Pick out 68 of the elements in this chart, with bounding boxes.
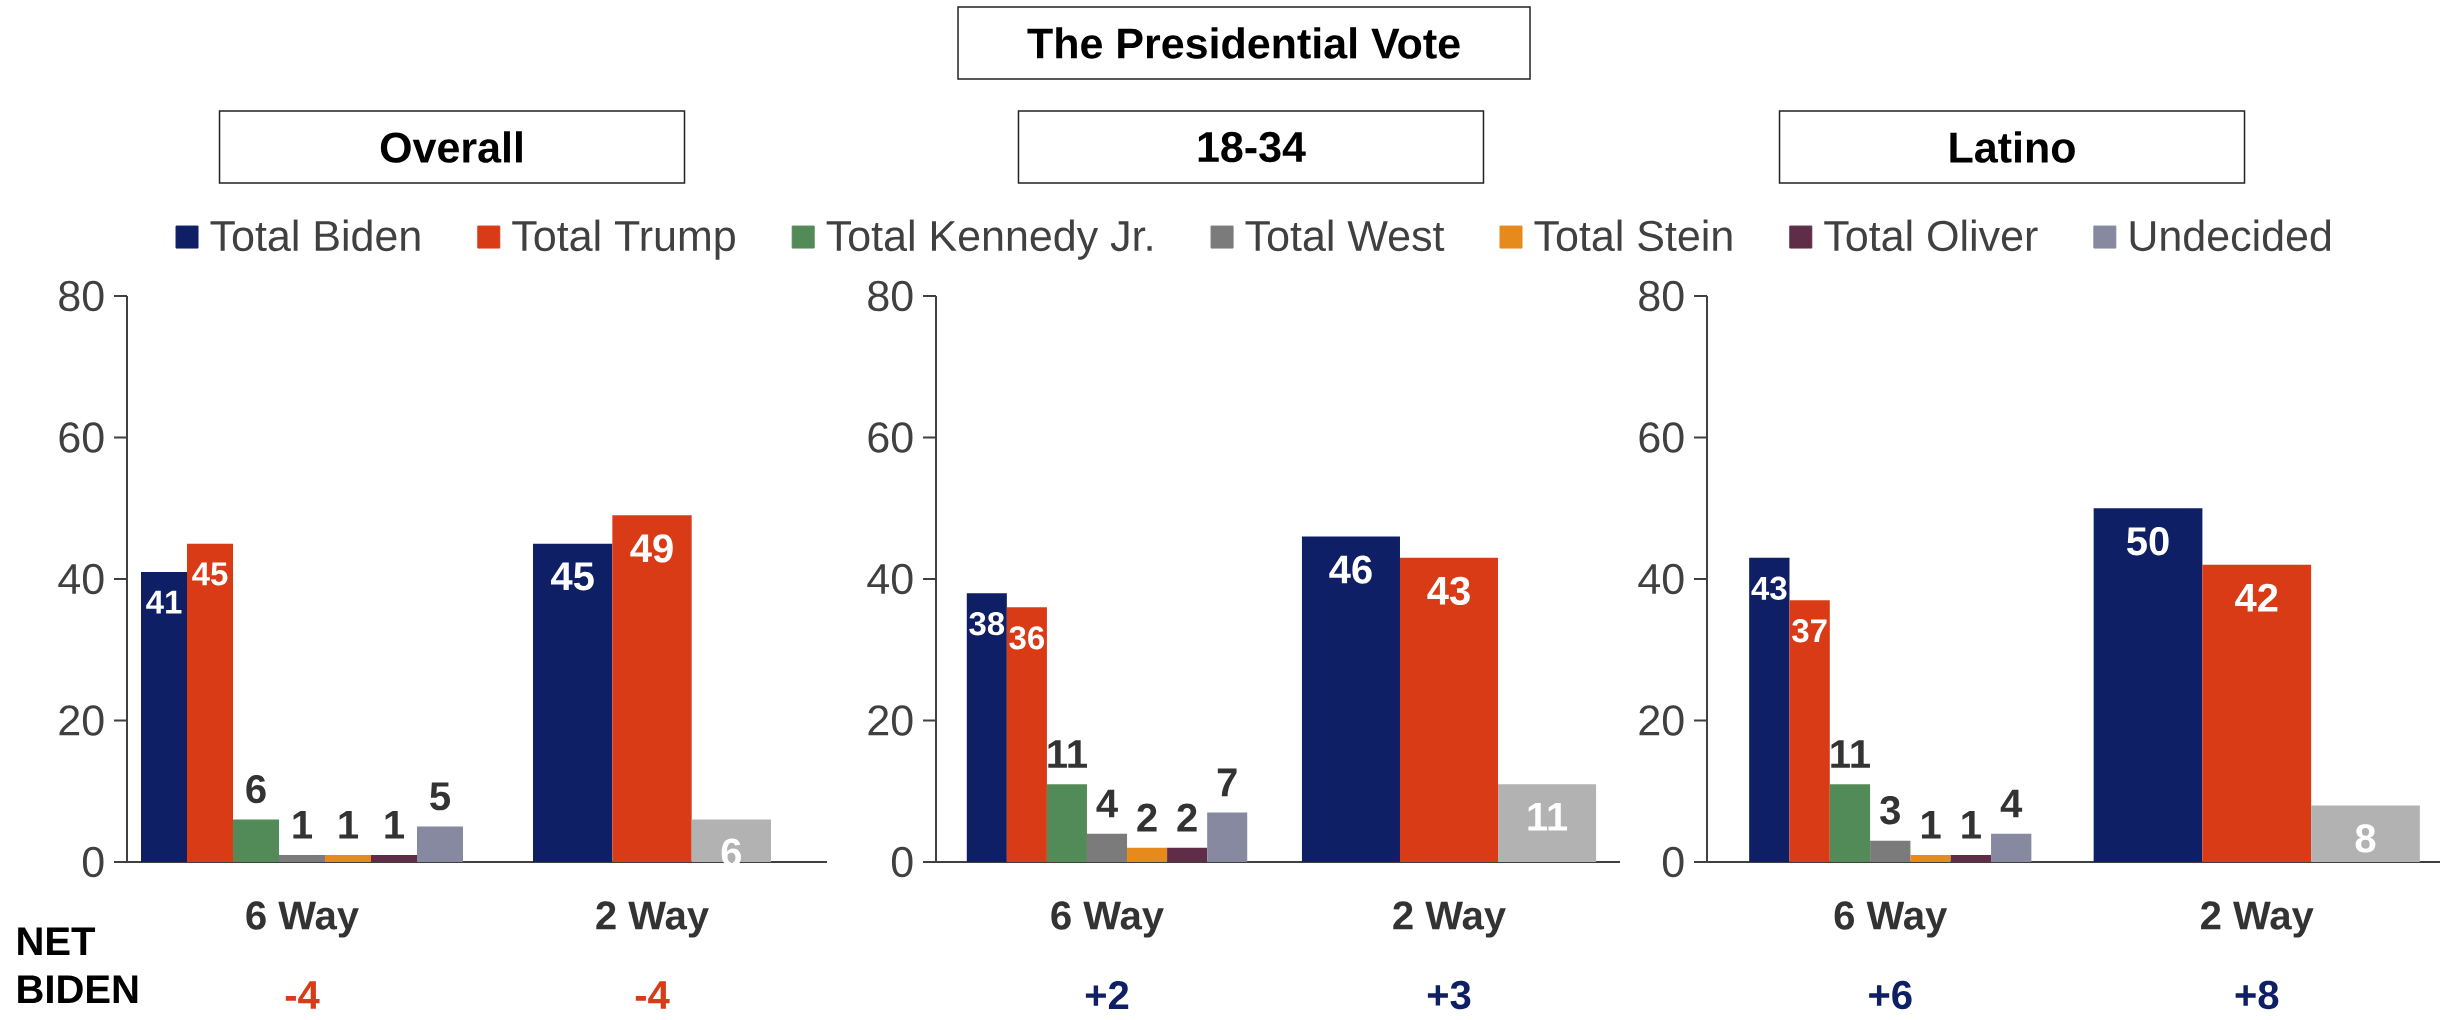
y-tick-label: 0 <box>82 846 104 878</box>
y-tick-label: 0 <box>1662 846 1684 878</box>
data-label: 43 <box>1427 576 1470 605</box>
data-label: 5 <box>430 782 451 811</box>
text: -4 <box>285 981 320 1009</box>
data-label: 11 <box>1048 740 1087 768</box>
y-tick-label: 20 <box>1639 705 1684 736</box>
x-tick-label: 6 Way <box>1834 901 1948 938</box>
y-tick-label: 60 <box>868 422 913 453</box>
data-label: 50 <box>2127 527 2169 556</box>
text: +6 <box>1869 980 1912 1010</box>
data-label: 1 <box>293 811 313 839</box>
y-tick-label: 40 <box>867 563 913 595</box>
y-tick-label: 80 <box>59 280 104 312</box>
text: +2 <box>1085 981 1129 1009</box>
data-label: 8 <box>2355 824 2376 853</box>
data-label: 49 <box>630 534 673 563</box>
x-tick-label: 6 Way <box>246 901 359 938</box>
data-label: 45 <box>551 562 594 591</box>
data-label: 2 <box>1177 803 1197 832</box>
legend-label: Total West <box>1245 219 1445 252</box>
data-label: 1 <box>1962 811 1981 839</box>
data-label: 45 <box>192 562 228 586</box>
legend-label: Total Trump <box>512 219 735 260</box>
data-label: 11 <box>1528 803 1568 831</box>
data-label: 37 <box>1792 619 1827 643</box>
y-tick-label: 0 <box>891 846 913 878</box>
chart-title: 18-34 <box>1198 131 1306 163</box>
y-tick-label: 80 <box>1639 280 1684 312</box>
y-tick-label: 40 <box>58 563 104 595</box>
y-tick-label: 60 <box>1639 422 1684 453</box>
legend-label: Total Stein <box>1534 219 1732 252</box>
chart-title: Overall <box>380 131 522 163</box>
y-tick-label: 60 <box>59 422 104 453</box>
legend-label: Total Kennedy Jr. <box>826 219 1152 260</box>
chart-title: Latino <box>1950 131 2075 163</box>
y-tick-label: 80 <box>868 280 913 312</box>
x-tick-label: 2 Way <box>2201 901 2314 938</box>
text: +3 <box>1427 980 1471 1010</box>
x-tick-label: 2 Way <box>596 901 709 938</box>
data-label: 1 <box>339 811 359 839</box>
data-label: 2 <box>1137 803 1157 832</box>
legend-label: Total Biden <box>210 219 420 252</box>
text: NET BIDEN <box>18 927 138 1004</box>
x-tick-label: 2 Way <box>1393 901 1506 938</box>
y-tick-label: 20 <box>59 705 104 736</box>
text: +8 <box>2235 980 2279 1010</box>
legend-label: Undecided <box>2130 219 2331 252</box>
data-label: 36 <box>1009 626 1045 650</box>
y-tick-label: 40 <box>1638 563 1684 595</box>
data-label: 41 <box>146 590 182 614</box>
data-label: 38 <box>969 611 1005 636</box>
text: -4 <box>635 981 670 1009</box>
data-label: 4 <box>2000 789 2023 818</box>
data-label: 1 <box>1921 811 1941 839</box>
data-label: 42 <box>2235 583 2278 612</box>
data-label: 3 <box>1880 796 1900 825</box>
data-label: 6 <box>246 774 266 804</box>
data-label: 4 <box>1096 789 1118 818</box>
data-label: 7 <box>1217 768 1237 797</box>
data-label: 46 <box>1329 555 1372 584</box>
y-tick-label: 20 <box>868 705 913 736</box>
data-label: 11 <box>1831 740 1870 768</box>
data-label: 43 <box>1751 576 1787 601</box>
legend-label: Total Oliver <box>1824 219 2038 252</box>
x-tick-label: 6 Way <box>1051 901 1164 938</box>
data-label: 1 <box>385 811 405 839</box>
text: The Presidential Vote <box>1027 27 1460 59</box>
